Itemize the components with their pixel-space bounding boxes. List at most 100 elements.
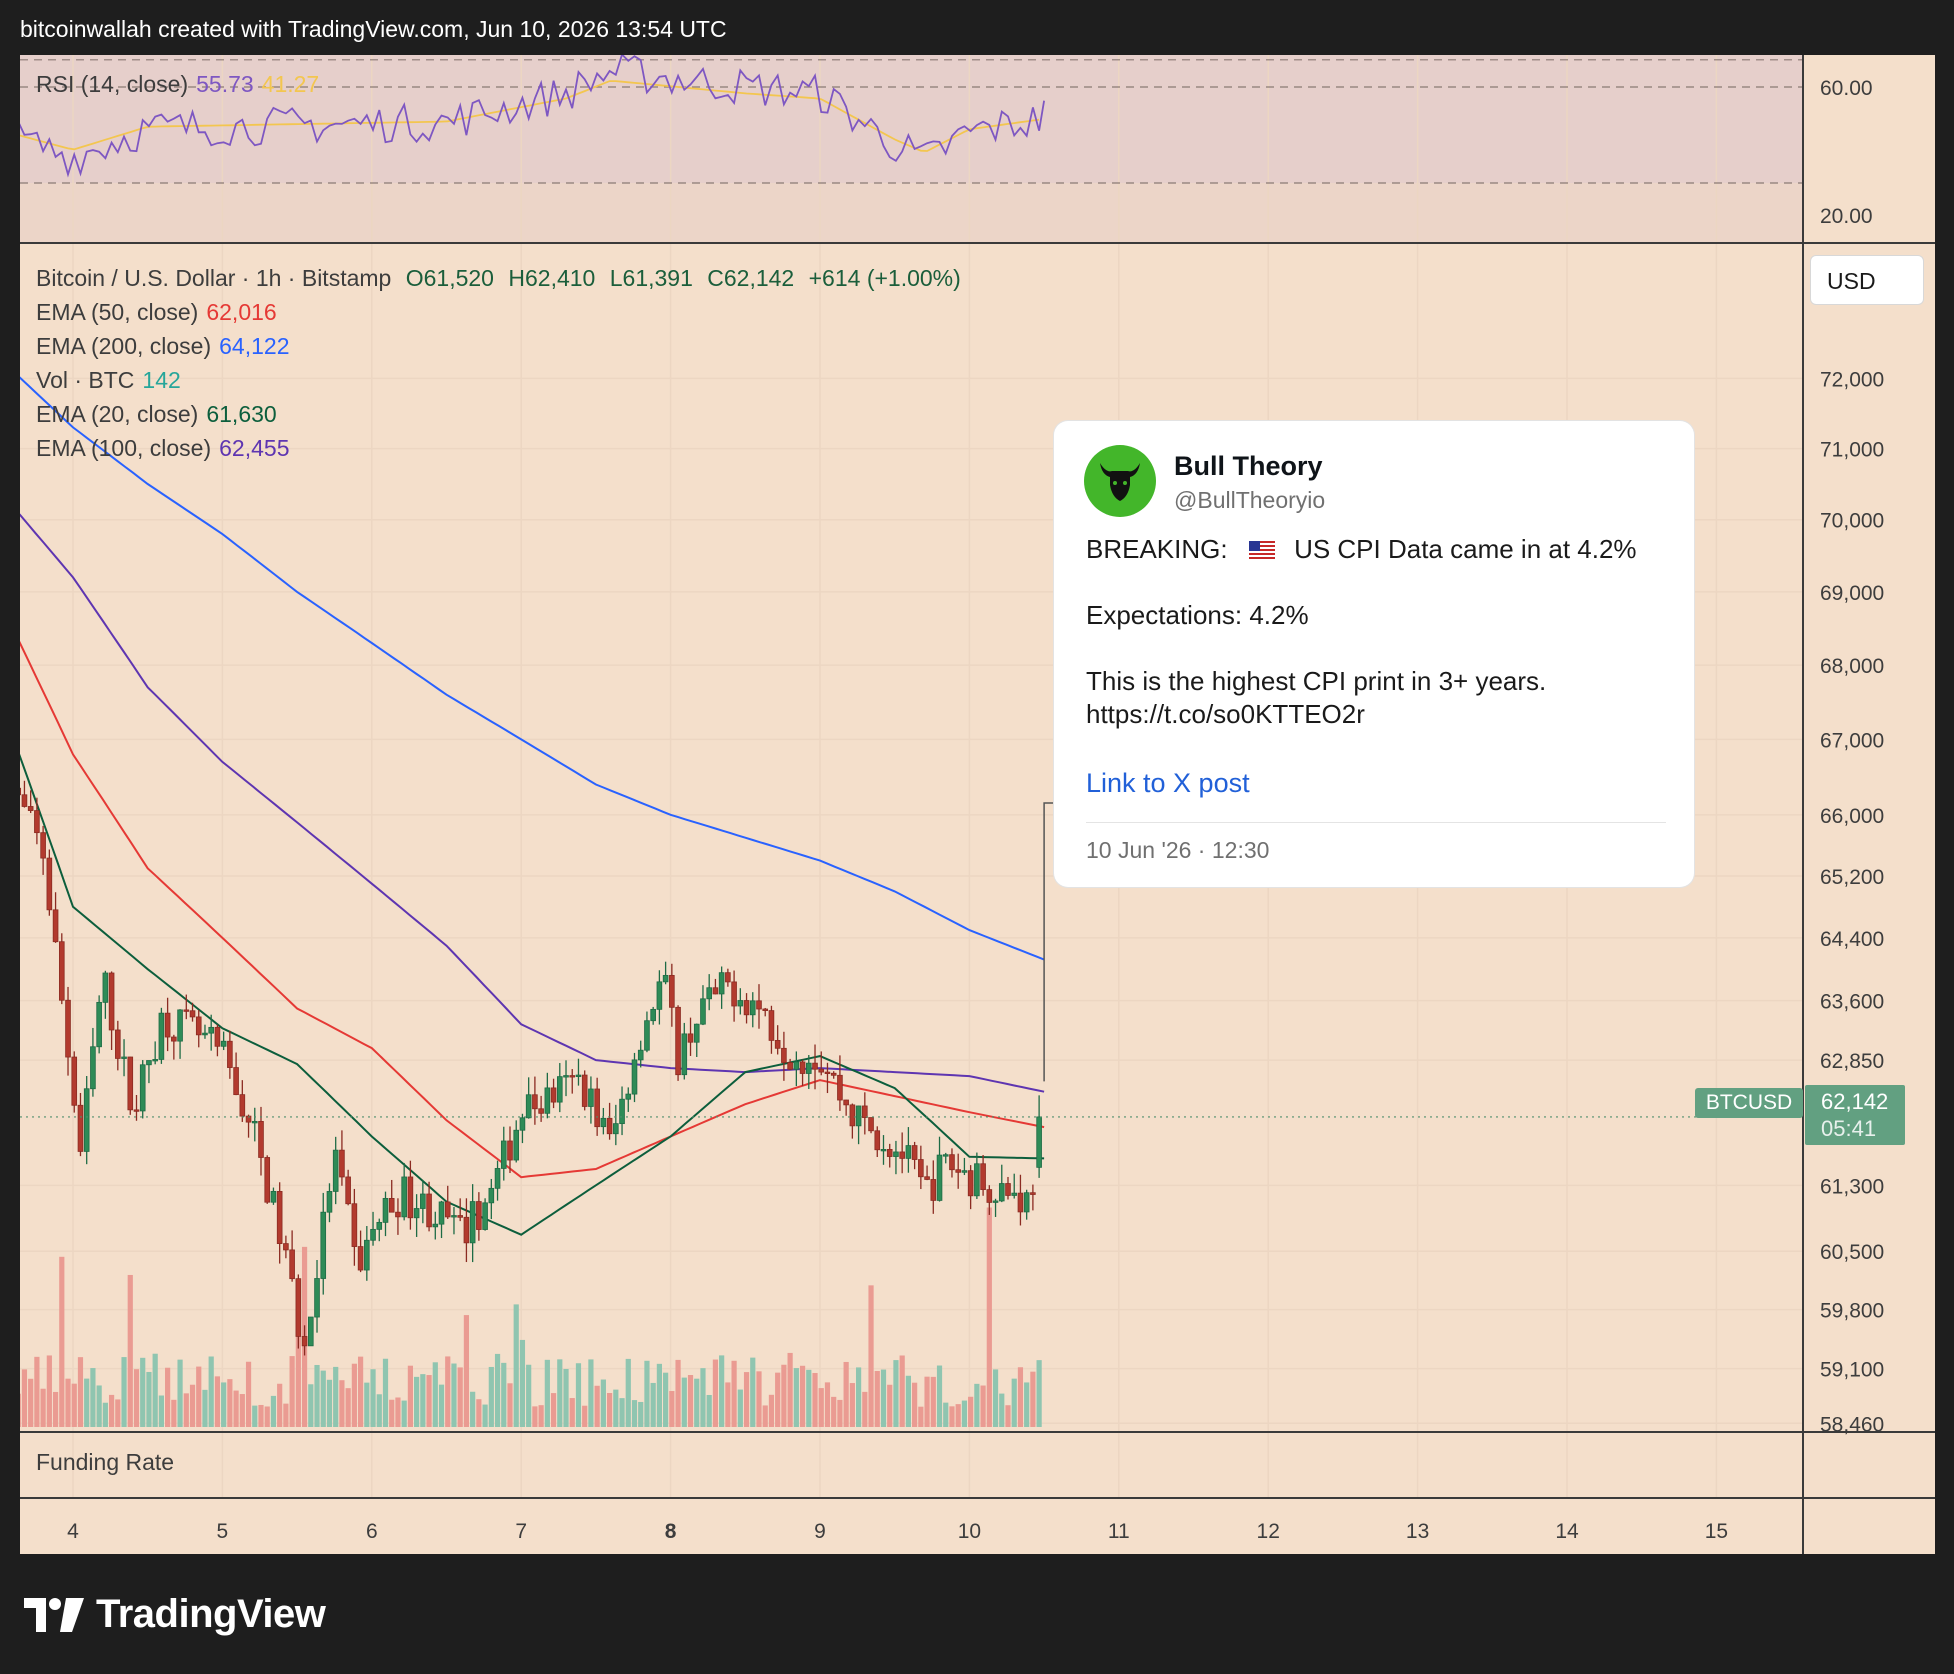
volume-bar <box>656 1363 662 1427</box>
candle-body <box>544 1087 551 1114</box>
funding-rate-label: Funding Rate <box>36 1449 175 1475</box>
volume-bar <box>1036 1360 1042 1427</box>
candle-body <box>314 1278 320 1318</box>
tweet-author-handle[interactable]: @BullTheoryio <box>1174 487 1326 513</box>
volume-bar <box>1030 1371 1036 1427</box>
volume-bar <box>694 1378 700 1427</box>
volume-bar <box>631 1400 638 1427</box>
volume-bar <box>258 1404 264 1427</box>
candle-body <box>289 1249 295 1280</box>
candle-body <box>756 1000 762 1010</box>
volume-bar <box>968 1396 974 1427</box>
candle-body <box>706 987 712 1000</box>
currency-selector[interactable]: USD <box>1810 255 1924 305</box>
candle-body <box>812 1062 818 1070</box>
volume-bar <box>538 1405 544 1427</box>
volume-bar <box>737 1389 743 1427</box>
candle-body <box>930 1179 937 1201</box>
volume-bar <box>158 1395 164 1427</box>
volume-bar <box>793 1368 799 1427</box>
volume-bar <box>289 1356 295 1427</box>
candle-body <box>1017 1192 1024 1213</box>
volume-bar <box>28 1378 34 1427</box>
volume-bar <box>90 1368 96 1427</box>
price-tick-label: 72,000 <box>1820 368 1884 391</box>
time-tick-label: 4 <box>67 1520 79 1543</box>
candle-body <box>725 972 731 983</box>
candle-body <box>482 1202 488 1230</box>
volume-bar <box>227 1379 233 1427</box>
indicator-ema50-row[interactable]: EMA (50, close) 62,016 <box>36 295 961 329</box>
price-tick-label: 59,100 <box>1820 1359 1884 1382</box>
candle-body <box>793 1061 800 1070</box>
indicator-volume-row[interactable]: Vol · BTC 142 <box>36 363 961 397</box>
indicator-label: EMA (20, close) <box>36 401 199 427</box>
brand-name: TradingView <box>96 1592 326 1636</box>
ema-200-line <box>20 376 1045 961</box>
volume-bar <box>712 1359 719 1427</box>
volume-bar <box>426 1375 432 1427</box>
volume-bar <box>756 1371 762 1427</box>
volume-bar <box>849 1383 855 1427</box>
candle-body <box>500 1140 507 1169</box>
indicator-ema200-row[interactable]: EMA (200, close) 64,122 <box>36 329 961 363</box>
last-price-tag: 62,142 05:41 <box>1805 1085 1905 1145</box>
x-post-link[interactable]: Link to X post <box>1086 768 1250 798</box>
candle-body <box>606 1117 613 1135</box>
indicator-ema20-row[interactable]: EMA (20, close) 61,630 <box>36 397 961 431</box>
candle-body <box>264 1157 271 1203</box>
rsi-band <box>20 55 1802 183</box>
volume-bar <box>1011 1378 1017 1427</box>
volume-bar <box>613 1389 619 1427</box>
candle-body <box>488 1187 495 1204</box>
candle-body <box>588 1088 594 1107</box>
candle-body <box>108 972 115 1031</box>
candle-body <box>774 1040 781 1049</box>
candle-body <box>799 1061 806 1074</box>
volume-bar <box>887 1384 893 1427</box>
bull-icon <box>1100 463 1140 501</box>
rsi-value: 55.73 <box>196 71 254 97</box>
candle-body <box>675 1006 681 1076</box>
tradingview-logo[interactable]: TradingView <box>24 1592 326 1637</box>
candle-body <box>34 810 40 834</box>
volume-bar <box>868 1285 874 1427</box>
time-tick-label: 15 <box>1705 1520 1728 1543</box>
tweet-author-name[interactable]: Bull Theory <box>1174 451 1323 481</box>
candle-body <box>345 1176 351 1205</box>
indicator-ema100-row[interactable]: EMA (100, close) 62,455 <box>36 431 961 465</box>
volume-bar <box>980 1385 986 1427</box>
candle-body <box>332 1149 339 1192</box>
candle-body <box>749 1000 756 1016</box>
volume-bar <box>351 1363 357 1427</box>
volume-bar <box>831 1396 837 1427</box>
price-tick-label: 61,300 <box>1820 1175 1884 1198</box>
indicator-value: 142 <box>142 367 181 393</box>
ohlc-low: L61,391 <box>609 265 693 291</box>
candle-body <box>886 1149 893 1157</box>
volume-bar <box>20 1393 21 1427</box>
tweet-url[interactable]: https://t.co/so0KTTEO2r <box>1086 699 1365 729</box>
indicator-value: 62,455 <box>219 435 290 461</box>
candle-body <box>77 1104 84 1152</box>
rsi-tick-label: 60.00 <box>1820 77 1873 100</box>
candle-body <box>426 1193 432 1228</box>
chart-frame[interactable]: 60.00 20.00 72,000 71,000 70,000 69,000 68,000… <box>20 55 1935 1554</box>
volume-bar <box>414 1376 420 1427</box>
volume-bar <box>283 1403 289 1427</box>
volume-bar <box>295 1307 301 1427</box>
tweet-card[interactable]: Bull Theory @BullTheoryio BREAKING: US C… <box>1054 421 1694 887</box>
ema-20-line <box>20 753 1045 1236</box>
volume-bar <box>519 1339 526 1427</box>
volume-bar <box>936 1365 943 1427</box>
volume-bar <box>507 1383 513 1427</box>
time-tick-label: 6 <box>366 1520 378 1543</box>
candle-body <box>731 981 737 1007</box>
avatar[interactable] <box>1084 445 1156 517</box>
volume-bar <box>420 1374 426 1427</box>
volume-bar <box>912 1382 918 1427</box>
last-price: 62,142 <box>1821 1089 1889 1114</box>
candle-body <box>395 1211 401 1218</box>
volume-bar <box>121 1357 127 1427</box>
volume-bar <box>59 1256 65 1427</box>
